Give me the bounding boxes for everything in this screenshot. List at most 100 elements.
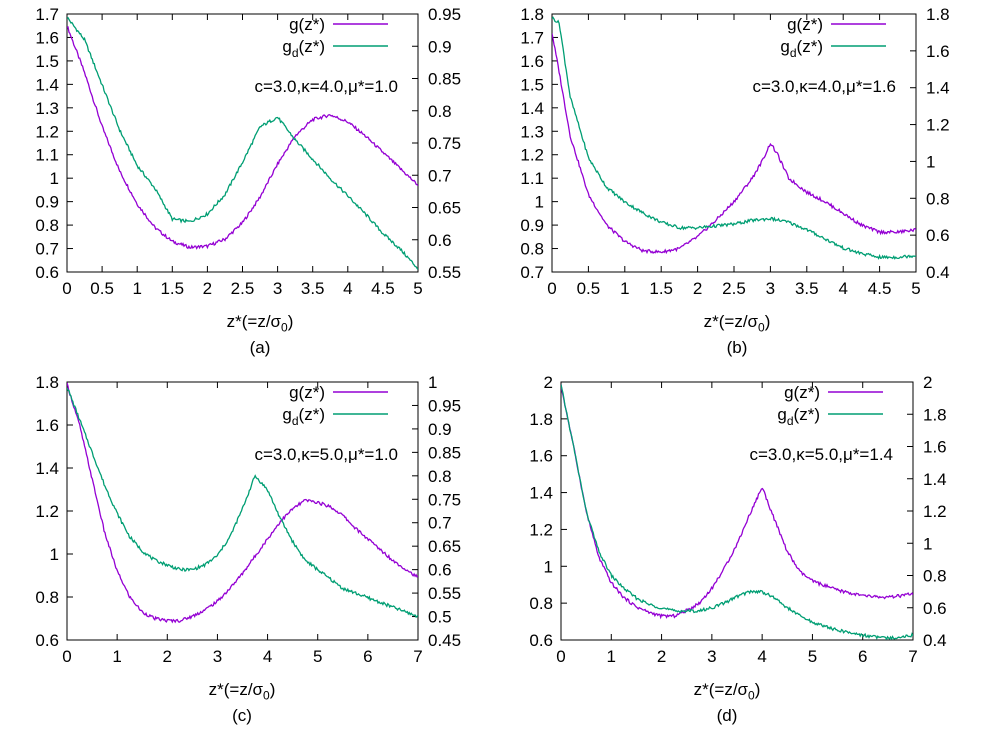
y-right-tick-label: 0.95 [428,5,461,24]
y-left-tick-label: 0.9 [520,216,544,235]
chart-svg-b: 0 0.5 1 1.5 2 2.5 3 3.5 4 4.5 5 0.7 0.8 0.9 1 1.1 1.2 1.3… [520,5,950,298]
x-tick-label: 4.5 [868,279,892,298]
x-tick-label: 3 [213,647,222,666]
y-left-tick-label: 1.6 [529,447,553,466]
x-tick-label: 0.5 [90,279,114,298]
y-right-tick-label: 0.9 [428,37,452,56]
y-right-tick-label: 0.4 [926,263,950,282]
x-tick-label: 6 [363,647,372,666]
series-line-gd [67,16,418,270]
parameter-annotation: c=3.0,κ=5.0,μ*=1.4 [749,445,893,464]
x-axis-label: z*(=z/σ0) [208,680,276,703]
x-tick-label: 2 [693,279,702,298]
y-right-tick-label: 1 [926,152,935,171]
x-tick-label: 1 [620,279,629,298]
y-left-tick-label: 1 [544,557,553,576]
x-tick-label: 5 [808,647,817,666]
y-right-tick-label: 0.9 [428,420,452,439]
legend-label-g: g(z*) [784,383,820,402]
series-line-g [552,33,916,255]
panel-caption: (b) [726,338,748,357]
x-axis-label: z*(=z/σ0) [703,312,771,335]
y-left-tick-label: 1.7 [35,5,59,24]
y-left-tick-label: 1 [50,545,59,564]
y-right-tick-label: 0.6 [428,561,452,580]
y-left-tick-label: 1.3 [35,99,59,118]
legend-label-g: g(z*) [289,383,325,402]
legend-label-g: g(z*) [787,15,823,34]
y-left-tick-label: 1.4 [520,99,544,118]
x-tick-label: 5 [413,279,422,298]
y-right-tick-label: 1 [923,534,932,553]
x-tick-label: 2.5 [231,279,255,298]
y-right-tick-label: 0.55 [428,584,461,603]
x-tick-label: 4.5 [371,279,395,298]
x-axis-label: z*(=z/σ0) [226,312,294,335]
parameter-annotation: c=3.0,κ=4.0,μ*=1.6 [752,77,896,96]
y-left-tick-label: 1.6 [35,416,59,435]
y-right-tick-label: 1.4 [923,470,947,489]
y-left-tick-label: 1.3 [520,122,544,141]
y-right-tick-label: 0.6 [428,231,452,250]
y-left-tick-label: 0.8 [35,216,59,235]
x-tick-label: 5 [911,279,920,298]
plot-frame [560,381,914,641]
x-tick-label: 0.5 [577,279,601,298]
x-tick-label: 4 [838,279,847,298]
y-right-tick-label: 0.7 [428,514,452,533]
x-tick-label: 0 [62,279,71,298]
plot-frame [66,13,419,273]
series-line-g [67,26,418,250]
y-left-tick-label: 1.5 [520,75,544,94]
x-tick-label: 1.5 [649,279,673,298]
y-left-tick-label: 1.1 [520,169,544,188]
y-right-tick-label: 0.8 [926,189,950,208]
y-right-tick-label: 0.75 [428,134,461,153]
x-tick-label: 5 [313,647,322,666]
x-tick-label: 3.5 [795,279,819,298]
x-tick-label: 4 [343,279,352,298]
panel-caption: (d) [716,706,738,725]
x-tick-label: 0 [556,647,565,666]
y-right-tick-label: 1.8 [926,5,950,24]
chart-panel-d: 0 1 2 3 4 5 6 7 0.6 0.8 1 1.2 1.4 1.6 1.8 2 0.4 0.6 0.8 1 1.… [491,368,981,736]
chart-panel-a: 0 0.5 1 1.5 2 2.5 3 3.5 4 4.5 5 0.6 0.7 0.8 0.9 1 1.1 1.2… [0,0,490,368]
x-tick-label: 0 [62,647,71,666]
y-left-tick-label: 1.4 [35,75,59,94]
y-left-tick-label: 1.7 [520,28,544,47]
y-right-tick-label: 1.6 [926,42,950,61]
y-left-tick-label: 0.6 [35,631,59,650]
parameter-annotation: c=3.0,κ=4.0,μ*=1.0 [254,77,398,96]
x-tick-label: 4 [263,647,272,666]
series-line-gd [552,16,916,260]
x-tick-label: 3 [707,647,716,666]
series-line-g [67,382,418,624]
y-left-tick-label: 1.8 [520,5,544,24]
legend-label-gd: gd(z*) [282,405,325,428]
x-tick-label: 1 [112,647,121,666]
y-left-tick-label: 1 [50,169,59,188]
x-tick-label: 7 [908,647,917,666]
y-left-tick-label: 1.5 [35,52,59,71]
y-left-tick-label: 1.4 [529,484,553,503]
y-left-tick-label: 0.7 [35,240,59,259]
x-tick-label: 1.5 [160,279,184,298]
y-right-tick-label: 0.45 [428,631,461,650]
plot-frame [66,381,419,641]
y-right-tick-label: 0.75 [428,490,461,509]
series-line-gd [67,387,418,619]
x-tick-label: 3 [273,279,282,298]
y-right-tick-label: 0.4 [923,631,947,650]
y-left-tick-label: 1.6 [520,52,544,71]
x-tick-label: 1 [132,279,141,298]
y-left-tick-label: 0.8 [529,594,553,613]
x-tick-label: 0 [547,279,556,298]
x-tick-label: 3.5 [301,279,325,298]
y-right-tick-label: 0.85 [428,443,461,462]
x-tick-label: 1 [607,647,616,666]
y-left-tick-label: 1.1 [35,146,59,165]
y-left-tick-label: 0.6 [529,631,553,650]
legend-label-gd: gd(z*) [282,37,325,60]
y-left-tick-label: 1.6 [35,28,59,47]
y-left-tick-label: 1.2 [35,502,59,521]
